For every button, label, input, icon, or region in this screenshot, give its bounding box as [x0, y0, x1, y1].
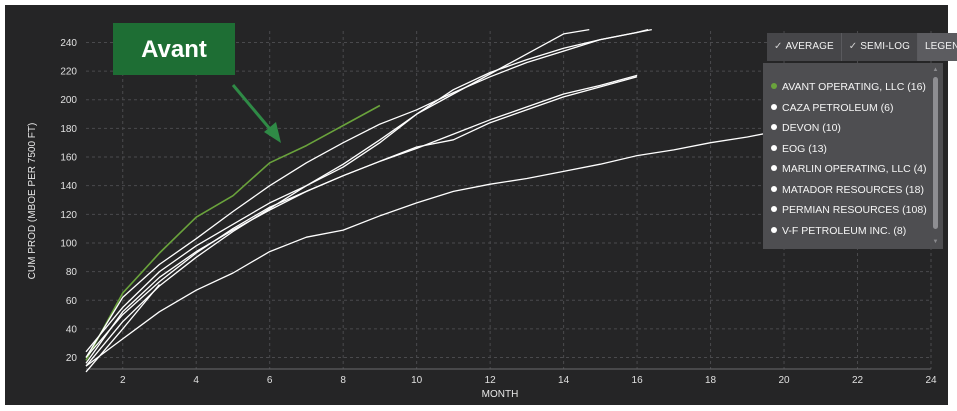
series-line-4[interactable]	[85, 76, 638, 364]
x-tick-label: 18	[705, 375, 717, 386]
series-line-6[interactable]	[85, 129, 785, 367]
legend-toggle-label: LEGEND	[924, 41, 957, 52]
check-icon: ✓	[848, 41, 858, 52]
legend-label: MARLIN OPERATING, LLC (4)	[782, 163, 927, 175]
callout-label: Avant	[141, 36, 207, 63]
legend-label: AVANT OPERATING, LLC (16)	[782, 81, 926, 93]
legend-dot-icon	[771, 103, 777, 110]
legend-label: V-F PETROLEUM INC. (8)	[782, 224, 907, 237]
x-tick-label: 2	[120, 375, 126, 386]
y-tick-label: 100	[60, 238, 77, 249]
check-icon: ✓	[774, 41, 783, 52]
series-line-1[interactable]	[85, 28, 652, 358]
legend-item[interactable]: EOG (13)	[771, 139, 927, 160]
arrow-pointer-icon	[231, 84, 281, 143]
y-tick-label: 140	[60, 181, 77, 192]
legend-item[interactable]: AVANT OPERATING, LLC (16)	[771, 77, 927, 98]
semi-log-label: SEMI-LOG	[860, 41, 910, 52]
legend-item[interactable]: MARLIN OPERATING, LLC (4)	[771, 159, 927, 180]
y-tick-label: 200	[60, 95, 77, 106]
avant-callout: Avant	[113, 23, 281, 143]
legend-item[interactable]: MATADOR RESOURCES (18)	[771, 180, 927, 201]
legend-panel: AVANT OPERATING, LLC (16) CAZA PETROLEUM …	[763, 63, 943, 249]
y-tick-label: 180	[60, 124, 77, 135]
callout-box	[113, 23, 235, 75]
x-tick-label: 24	[925, 375, 937, 386]
legend-list: AVANT OPERATING, LLC (16) CAZA PETROLEUM …	[771, 77, 927, 241]
scrollbar-thumb[interactable]	[933, 77, 938, 229]
legend-dot-icon	[771, 185, 777, 192]
y-tick-label: 60	[66, 296, 78, 307]
legend-scrollbar[interactable]: ▲ ▼	[932, 67, 939, 245]
legend-dot-icon	[771, 226, 777, 233]
average-toggle[interactable]: ✓ AVERAGE	[767, 33, 842, 61]
legend-label: EOG (13)	[782, 142, 827, 155]
legend-item[interactable]: DEVON (10)	[771, 118, 927, 139]
x-axis-label: MONTH	[482, 389, 519, 400]
legend-item[interactable]: V-F PETROLEUM INC. (8)	[771, 221, 927, 242]
legend-item[interactable]: PERMIAN RESOURCES (108)	[771, 200, 927, 221]
legend-dot-icon	[771, 165, 777, 171]
y-tick-label: 220	[60, 67, 77, 78]
series-line-3[interactable]	[85, 28, 590, 353]
x-tick-label: 22	[852, 375, 864, 386]
y-tick-label: 120	[60, 210, 77, 221]
x-tick-label: 12	[485, 375, 497, 386]
x-tick-label: 14	[558, 375, 570, 386]
legend-label: DEVON (10)	[782, 122, 841, 134]
legend-label: MATADOR RESOURCES (18)	[782, 183, 924, 196]
chart-panel: 2 4 6 8 10 12 14 16 18 20 22 24 20 40 60 80 100 120 140 160…	[5, 5, 957, 405]
y-tick-label: 40	[66, 324, 78, 335]
series-line-2[interactable]	[85, 28, 649, 367]
legend-dot-icon	[771, 144, 777, 151]
x-tick-label: 10	[411, 375, 423, 386]
semi-log-toggle[interactable]: ✓ SEMI-LOG	[841, 33, 918, 61]
legend-dot-icon	[771, 124, 777, 130]
legend-item[interactable]: CAZA PETROLEUM (6)	[771, 98, 927, 119]
series-lines	[85, 28, 785, 373]
y-tick-label: 80	[66, 267, 78, 278]
y-tick-label: 20	[66, 353, 78, 364]
y-tick-label: 160	[60, 153, 77, 164]
y-tick-label: 240	[60, 38, 77, 49]
y-axis-label: CUM PROD (MBOE PER 7500 FT)	[27, 123, 38, 280]
series-line-avant[interactable]	[85, 104, 381, 361]
x-tick-label: 4	[193, 375, 199, 386]
legend-label: PERMIAN RESOURCES (108)	[782, 204, 927, 216]
x-tick-label: 20	[778, 375, 790, 386]
scroll-down-icon[interactable]: ▼	[932, 239, 939, 245]
axes: 2 4 6 8 10 12 14 16 18 20 22 2420406080100120140160…	[60, 38, 937, 386]
series-line-5[interactable]	[85, 74, 638, 358]
scroll-up-icon[interactable]: ▲	[932, 67, 939, 73]
legend-toggle[interactable]: LEGEND	[917, 33, 957, 61]
legend-dot-icon	[771, 206, 777, 212]
average-label: AVERAGE	[785, 41, 834, 52]
x-tick-label: 8	[340, 375, 346, 386]
x-tick-label: 6	[267, 375, 273, 386]
chart-toolbar: ✓AVERAGE ✓SEMI-LOG LEGEND	[767, 33, 957, 61]
x-tick-label: 16	[632, 375, 644, 386]
legend-dot-icon	[771, 83, 777, 89]
legend-label: CAZA PETROLEUM (6)	[782, 101, 894, 114]
series-line-7[interactable]	[85, 284, 161, 373]
